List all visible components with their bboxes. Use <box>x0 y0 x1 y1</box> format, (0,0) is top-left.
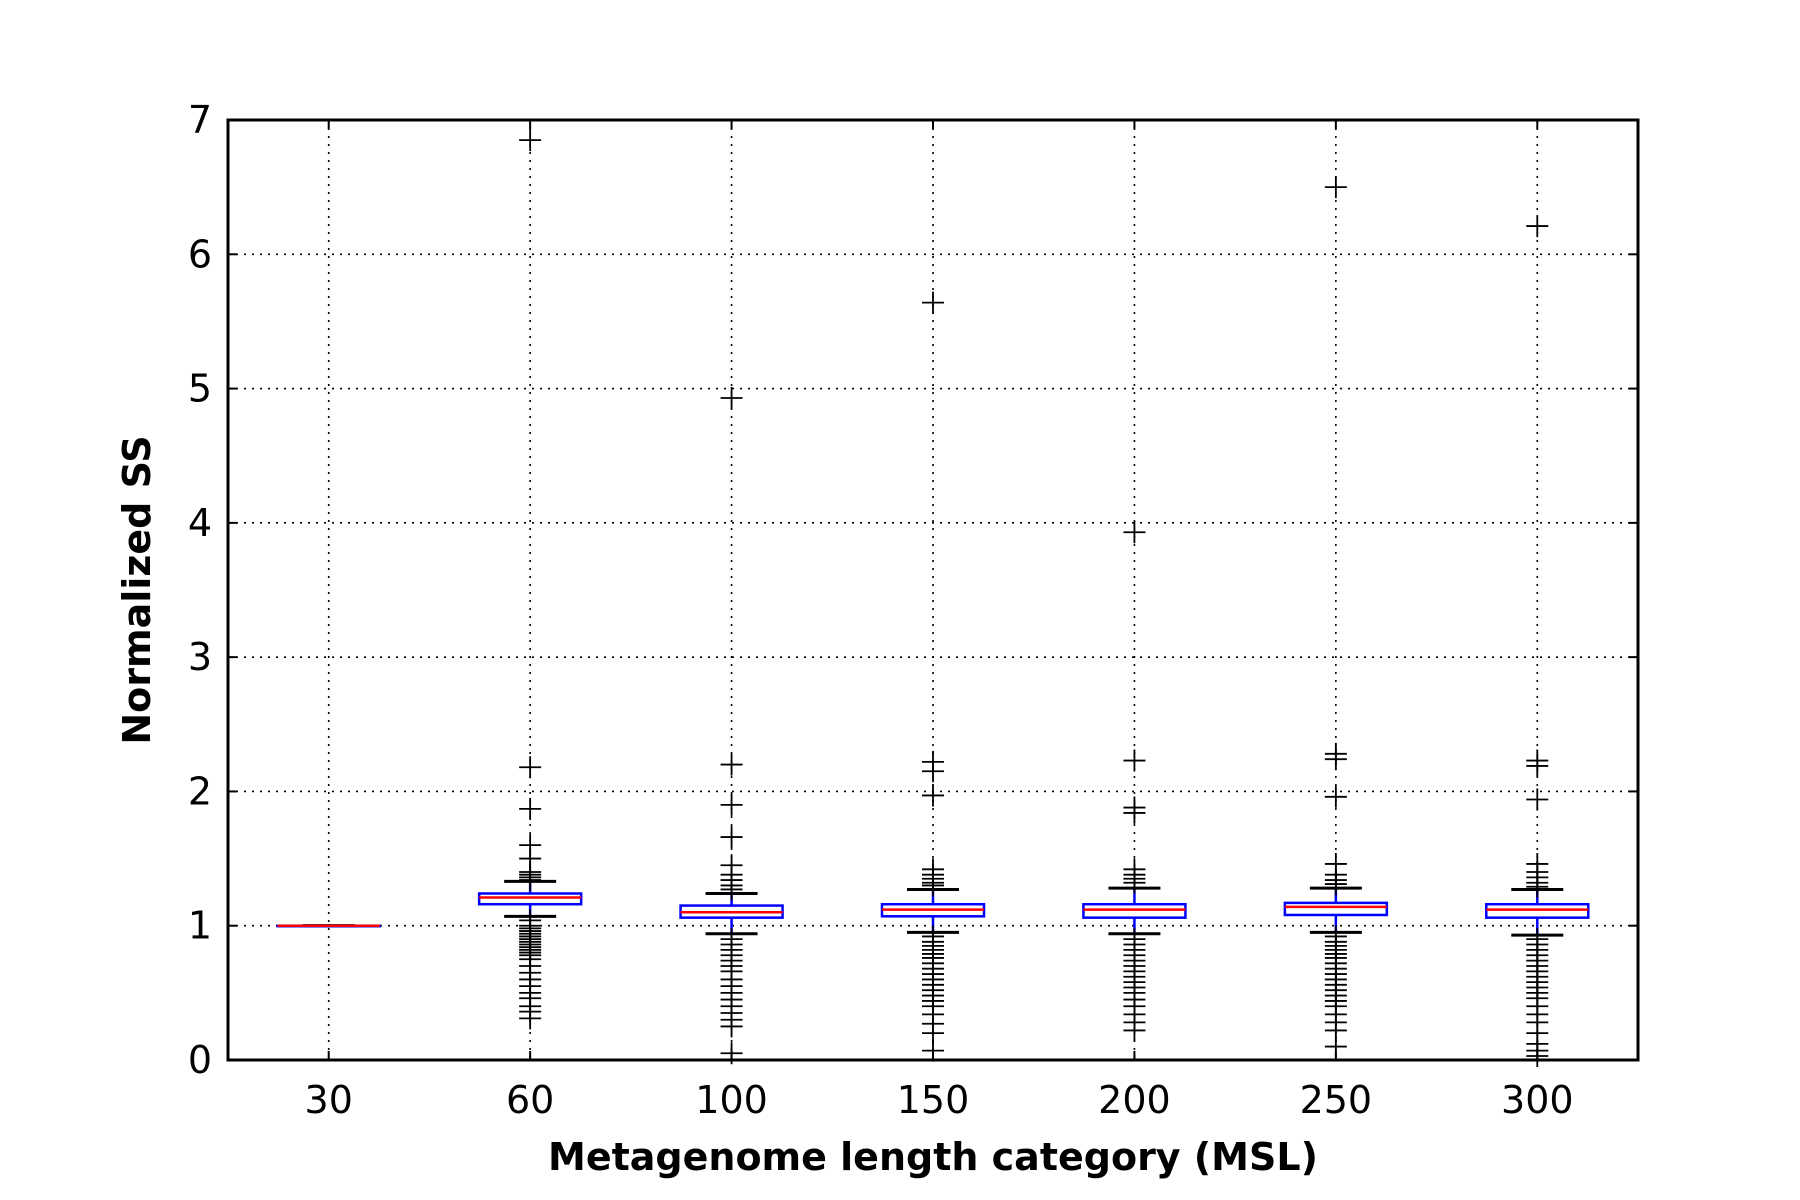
x-tick-label: 300 <box>1501 1078 1574 1122</box>
flier-point <box>1324 873 1347 896</box>
y-tick-label: 5 <box>188 367 212 411</box>
x-tick-label: 200 <box>1098 1078 1171 1122</box>
flier-point <box>519 869 542 892</box>
flier-point <box>720 878 743 901</box>
flier-point <box>1324 785 1347 808</box>
x-tick-label: 60 <box>506 1078 554 1122</box>
flier-point <box>922 291 944 314</box>
box-group-100 <box>679 386 784 1065</box>
flier-point <box>1526 788 1549 811</box>
y-tick-label: 6 <box>188 232 212 276</box>
y-tick-label: 0 <box>188 1038 212 1082</box>
x-tick-label: 250 <box>1300 1078 1373 1122</box>
box-iqr <box>1485 902 1590 919</box>
flier-point <box>1123 749 1146 772</box>
box-group-200 <box>1082 521 1187 1042</box>
flier-point <box>1123 801 1146 824</box>
ticks-layer: 0 1 2 3 4 5 6 7 30 60 100 150 200 250 300 <box>188 98 1638 1122</box>
flier-point <box>1526 875 1549 898</box>
y-axis-label: Normalized SS <box>115 435 159 744</box>
y-tick-label: 3 <box>188 635 212 679</box>
flier-point <box>1123 521 1146 544</box>
flier-point <box>922 760 944 783</box>
flier-point <box>720 386 743 409</box>
box-group-30 <box>276 924 381 928</box>
box-iqr <box>477 892 583 906</box>
x-tick-label: 150 <box>897 1078 970 1122</box>
x-tick-label: 30 <box>305 1078 353 1122</box>
flier-point <box>519 129 542 152</box>
box-group-150 <box>880 291 986 1062</box>
box-iqr <box>1082 902 1187 919</box>
flier-point <box>519 797 542 820</box>
flier-point <box>1526 754 1549 777</box>
box-group-300 <box>1485 215 1590 1067</box>
boxes-layer <box>276 129 1590 1067</box>
flier-point <box>922 874 944 897</box>
flier-point <box>1123 871 1146 894</box>
flier-point <box>519 756 542 779</box>
box-iqr <box>1283 901 1389 917</box>
flier-point <box>1123 1019 1146 1042</box>
flier-point <box>720 826 743 849</box>
flier-point <box>1526 215 1549 238</box>
x-tick-label: 100 <box>695 1078 768 1122</box>
box-group-250 <box>1283 176 1389 1058</box>
y-tick-label: 1 <box>188 904 212 948</box>
flier-point <box>720 1015 743 1038</box>
flier-point <box>1324 176 1347 199</box>
flier-point <box>720 793 743 816</box>
flier-point <box>519 1007 542 1030</box>
y-tick-label: 4 <box>188 501 212 545</box>
y-tick-label: 2 <box>188 769 212 813</box>
flier-point <box>1324 748 1347 771</box>
y-tick-label: 7 <box>188 98 212 142</box>
flier-point <box>922 784 944 807</box>
x-axis-label: Metagenome length category (MSL) <box>548 1135 1318 1179</box>
box-group-60 <box>477 129 583 1030</box>
flier-point <box>720 753 743 776</box>
